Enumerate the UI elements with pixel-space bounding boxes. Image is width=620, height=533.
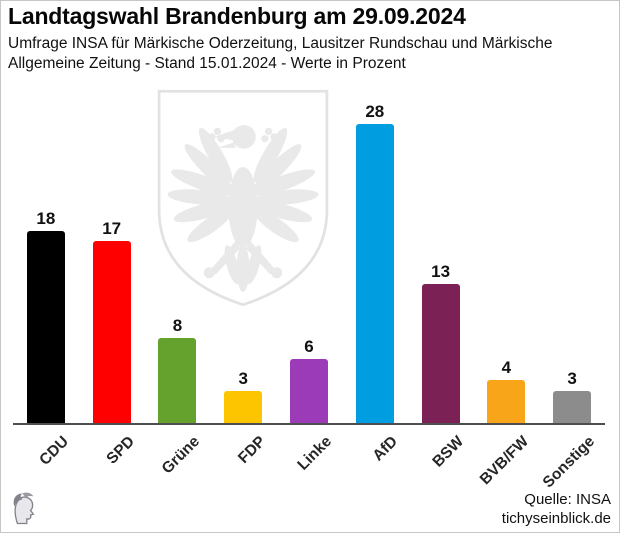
bar-column-fdp: 3 bbox=[210, 89, 276, 423]
bar-gr-ne bbox=[158, 338, 197, 423]
bar-column-bsw: 13 bbox=[408, 89, 474, 423]
bar-value-label: 28 bbox=[365, 102, 385, 121]
bar-value-label: 6 bbox=[304, 337, 314, 356]
bar-column-sonstige: 3 bbox=[539, 89, 605, 423]
bar-column-gr-ne: 8 bbox=[145, 89, 211, 423]
x-axis-label-linke: Linke bbox=[294, 433, 336, 474]
source-line: Quelle: INSA bbox=[524, 491, 611, 508]
chart-subtitle: Umfrage INSA für Märkische Oderzeitung, … bbox=[8, 35, 553, 72]
bar-cdu bbox=[26, 231, 65, 423]
x-axis-label-bsw: BSW bbox=[429, 433, 468, 471]
bar-column-afd: 28 bbox=[342, 89, 408, 423]
chart-title: Landtagswahl Brandenburg am 29.09.2024 bbox=[8, 3, 466, 29]
website-line: tichyseinblick.de bbox=[501, 509, 611, 527]
bar-value-label: 3 bbox=[567, 369, 577, 388]
bar-column-bvb-fw: 4 bbox=[473, 89, 539, 423]
x-axis-label-spd: SPD bbox=[103, 433, 139, 468]
source-credit: Quelle: INSA tichyseinblick.de bbox=[502, 491, 611, 528]
bar-value-label: 18 bbox=[36, 209, 56, 228]
bar-value-label: 8 bbox=[172, 316, 183, 335]
bar-column-cdu: 18 bbox=[13, 89, 79, 423]
bar-column-linke: 6 bbox=[276, 89, 342, 423]
x-axis-labels: CDU SPD Grüne FDP Linke AfD BSW BVB/FW Sonstige bbox=[13, 425, 605, 501]
x-axis-label-sonstige: Sonstige bbox=[539, 433, 599, 492]
bar-linke bbox=[290, 359, 329, 423]
tichys-einblick-logo-icon bbox=[13, 492, 35, 525]
plot-area: 18 17 8 3 6 28 13 4 3 bbox=[13, 89, 605, 425]
bar-bsw bbox=[421, 284, 460, 423]
bar-sonstige bbox=[553, 391, 592, 423]
x-axis-label-fdp: FDP bbox=[235, 433, 270, 467]
bar-spd bbox=[92, 241, 131, 423]
bar-column-spd: 17 bbox=[79, 89, 145, 423]
x-axis-label-gr-ne: Grüne bbox=[158, 433, 204, 478]
bar-value-label: 4 bbox=[501, 358, 512, 377]
bar-fdp bbox=[224, 391, 263, 423]
x-axis-label-afd: AfD bbox=[369, 433, 402, 465]
x-axis-label-bvb-fw: BVB/FW bbox=[476, 433, 533, 489]
bar-afd bbox=[355, 124, 394, 423]
bar-value-label: 3 bbox=[238, 369, 248, 388]
bar-value-label: 17 bbox=[102, 219, 122, 238]
bar-bvb-fw bbox=[487, 380, 526, 423]
bar-value-label: 13 bbox=[431, 262, 451, 281]
x-axis-label-cdu: CDU bbox=[36, 433, 73, 469]
